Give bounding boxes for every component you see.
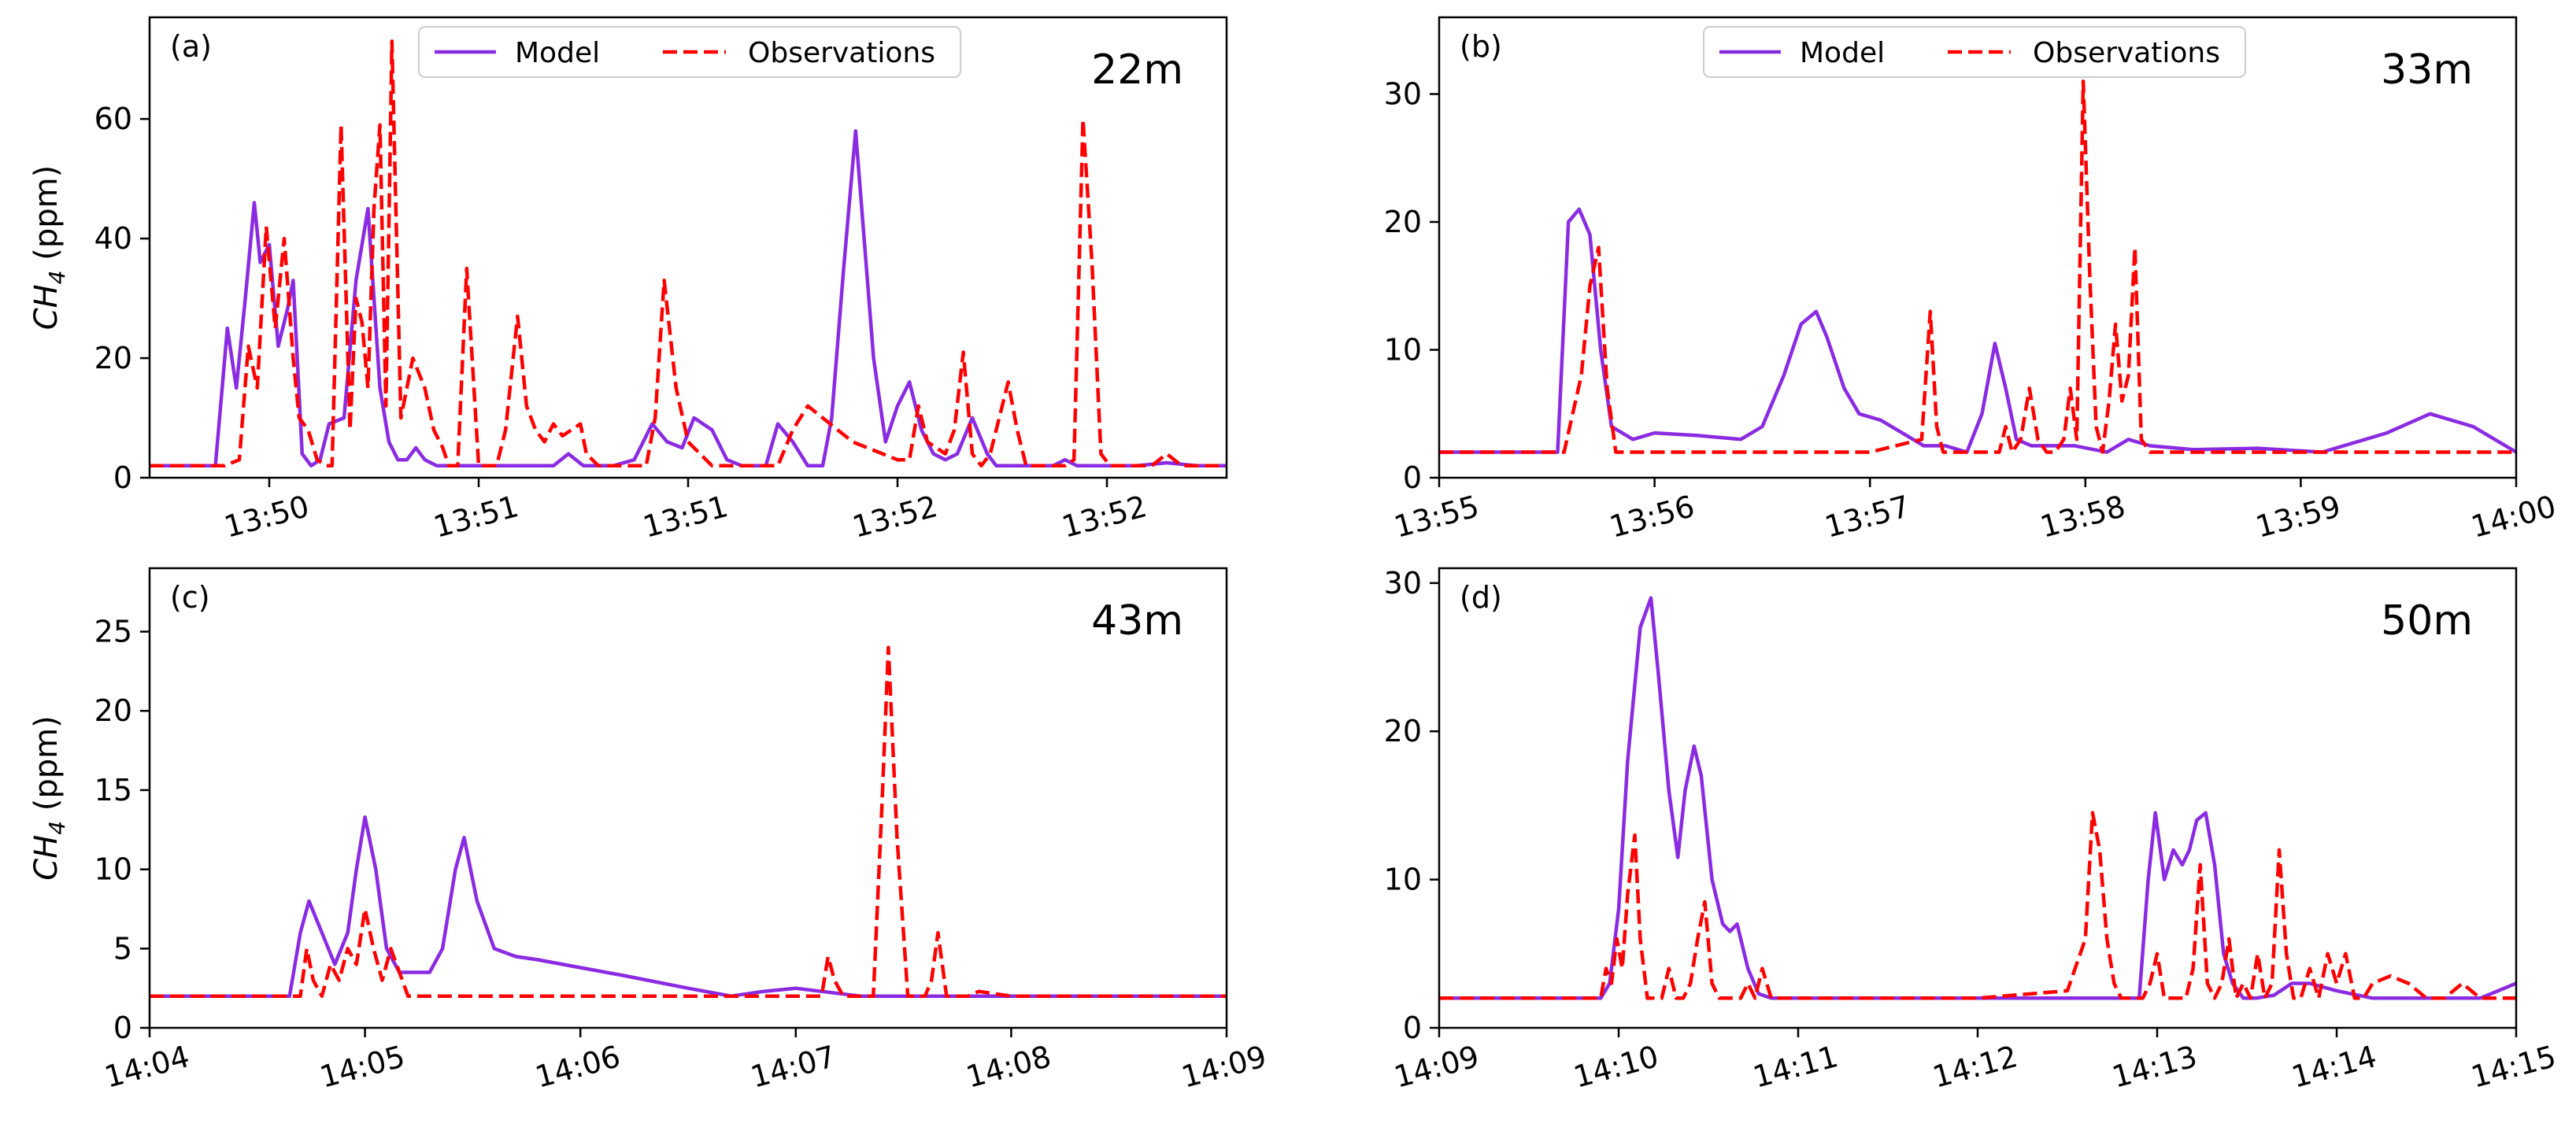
- y-axis-label: CH4 (ppm): [28, 715, 70, 881]
- legend: Model Observations: [1703, 26, 2246, 78]
- axes-frame: [1438, 16, 2518, 479]
- y-tick-label: 25: [94, 615, 132, 649]
- y-tick-label: 10: [1384, 333, 1422, 368]
- x-tick-label: 13:56: [1606, 489, 1698, 545]
- x-tick-label: 14:09: [1390, 1039, 1482, 1095]
- x-tick-label: 14:09: [1178, 1039, 1270, 1095]
- x-tick-label: 14:05: [316, 1039, 409, 1095]
- x-tick-label: 14:11: [1749, 1039, 1841, 1095]
- axes-frame: [1438, 567, 2518, 1029]
- x-tick-label: 13:50: [220, 489, 313, 545]
- y-tick-label: 0: [1403, 460, 1422, 495]
- height-label: 50m: [2381, 597, 2473, 645]
- y-tick-label: 60: [94, 102, 132, 136]
- series-line-observations: [1439, 79, 2516, 454]
- series-line-model: [150, 815, 1227, 998]
- series-line-model: [150, 129, 1227, 468]
- y-tick-label: 10: [94, 852, 132, 887]
- x-tick-label: 14:14: [2288, 1039, 2380, 1095]
- series-line-observations: [150, 645, 1227, 998]
- legend-label-observations: Observations: [748, 37, 935, 69]
- height-label: 43m: [1091, 597, 1183, 645]
- x-tick-label: 13:51: [639, 489, 731, 545]
- x-tick-label: 14:07: [747, 1039, 839, 1095]
- panel-c: 0 5 10 15 20 25 14:04 14:05 14:06 14:07 14:08 14:09…: [28, 567, 1270, 1095]
- x-tick-label: 14:08: [962, 1039, 1054, 1095]
- panel-letter: (c): [170, 580, 210, 615]
- axes-frame: [148, 16, 1228, 479]
- y-tick-label: 30: [1384, 77, 1422, 112]
- y-tick-label: 40: [94, 221, 132, 256]
- y-tick-label: 0: [113, 460, 132, 495]
- x-tick-label: 13:52: [849, 489, 941, 545]
- panel-letter: (d): [1460, 580, 1502, 615]
- x-tick-label: 14:15: [2467, 1039, 2559, 1095]
- legend: Model Observations: [418, 26, 961, 78]
- y-tick-label: 5: [113, 931, 132, 966]
- y-tick-label: 15: [94, 773, 132, 807]
- y-tick-label: 10: [1384, 863, 1422, 897]
- panel-letter: (b): [1460, 29, 1502, 64]
- x-tick-label: 13:55: [1390, 489, 1482, 545]
- y-tick-label: 0: [1403, 1011, 1422, 1045]
- panel-a: 0 20 40 60 13:50 13:51 13:51 13:52 13:52 (a) 22m CH…: [28, 16, 1228, 545]
- x-tick-label: 13:59: [2252, 489, 2344, 545]
- y-axis-label: CH4 (ppm): [28, 165, 70, 331]
- panel-letter: (a): [170, 29, 212, 64]
- x-tick-label: 14:06: [531, 1039, 624, 1095]
- x-tick-label: 14:00: [2467, 489, 2559, 545]
- series-line-observations: [150, 39, 1227, 468]
- legend-label-model: Model: [515, 37, 600, 69]
- height-label: 22m: [1091, 46, 1183, 94]
- legend-label-model: Model: [1800, 37, 1885, 69]
- series-line-model: [1439, 596, 2516, 1000]
- series-line-model: [1439, 207, 2516, 454]
- x-tick-label: 14:13: [2108, 1039, 2200, 1095]
- x-tick-label: 13:52: [1058, 489, 1150, 545]
- legend-label-observations: Observations: [2033, 37, 2220, 69]
- x-tick-label: 14:12: [1929, 1039, 2021, 1095]
- panel-b: 0 10 20 30 13:55 13:56 13:57 13:58 13:59 14:00 (b)…: [1384, 16, 2559, 545]
- series-line-observations: [1439, 811, 2516, 1000]
- axes-frame: [148, 567, 1228, 1029]
- panel-d: 0 10 20 30 14:09 14:10 14:11 14:12 14:13 14:14 14:…: [1384, 566, 2560, 1095]
- y-tick-label: 20: [94, 341, 132, 375]
- y-tick-label: 0: [113, 1011, 132, 1045]
- x-tick-label: 14:10: [1570, 1039, 1662, 1095]
- y-tick-label: 20: [94, 693, 132, 728]
- y-tick-label: 20: [1384, 205, 1422, 239]
- y-tick-label: 20: [1384, 714, 1422, 748]
- x-tick-label: 14:04: [101, 1039, 193, 1095]
- x-tick-label: 13:58: [2037, 489, 2129, 545]
- x-tick-label: 13:57: [1821, 489, 1913, 545]
- height-label: 33m: [2381, 46, 2473, 94]
- y-tick-label: 30: [1384, 566, 1422, 600]
- x-tick-label: 13:51: [430, 489, 522, 545]
